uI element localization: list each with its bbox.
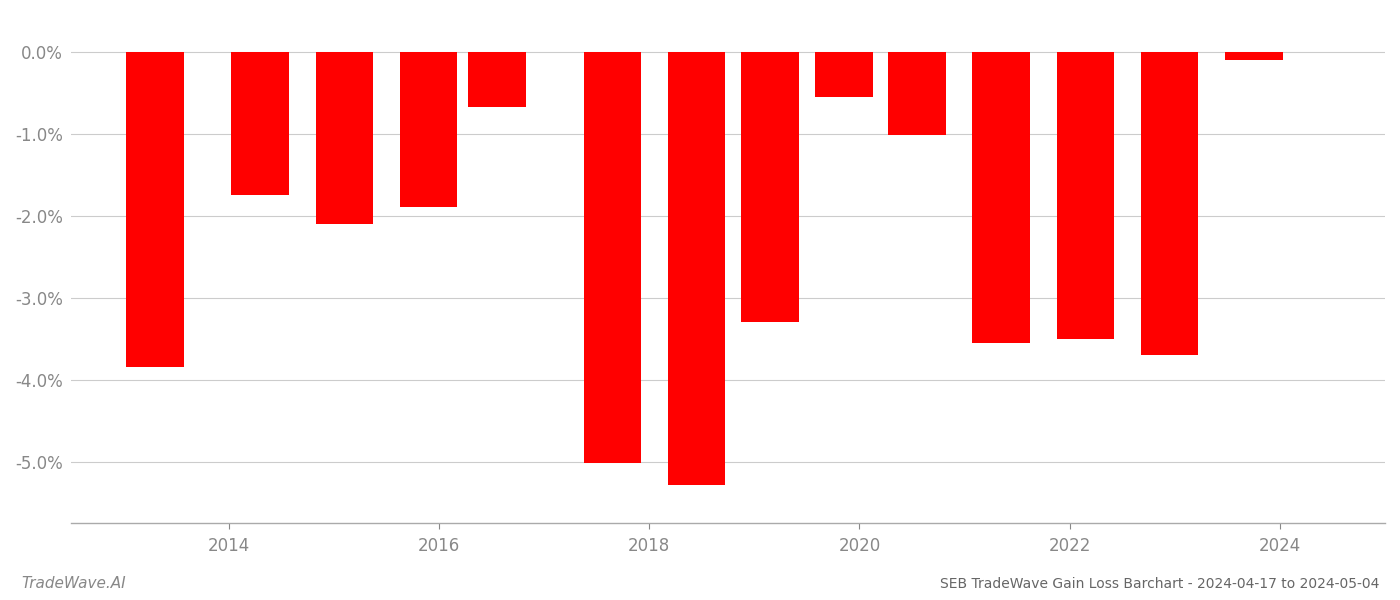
Bar xyxy=(315,52,374,224)
Bar xyxy=(1141,52,1198,355)
Bar xyxy=(1057,52,1114,338)
Bar xyxy=(126,52,185,367)
Bar xyxy=(584,52,641,463)
Text: SEB TradeWave Gain Loss Barchart - 2024-04-17 to 2024-05-04: SEB TradeWave Gain Loss Barchart - 2024-… xyxy=(939,577,1379,591)
Bar xyxy=(668,52,725,485)
Bar xyxy=(1225,52,1282,60)
Bar xyxy=(468,52,526,107)
Bar xyxy=(889,52,946,135)
Text: TradeWave.AI: TradeWave.AI xyxy=(21,576,126,591)
Bar xyxy=(399,52,458,208)
Bar xyxy=(973,52,1030,343)
Bar xyxy=(231,52,290,195)
Bar xyxy=(815,52,872,97)
Bar xyxy=(741,52,799,322)
